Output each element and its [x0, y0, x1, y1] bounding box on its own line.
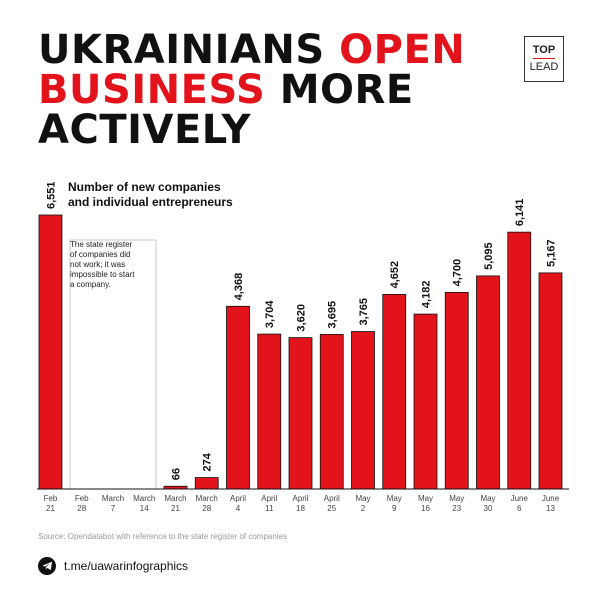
- logo-top-text: TOP: [532, 44, 556, 59]
- x-tick-label: May: [387, 494, 402, 503]
- bar: [288, 337, 313, 490]
- x-tick-label: 28: [77, 504, 86, 513]
- title-line-3: ACTIVELY: [38, 110, 465, 150]
- x-tick-label: Feb: [44, 494, 58, 503]
- data-label: 4,182: [421, 281, 433, 309]
- data-label: 6,141: [514, 199, 526, 227]
- data-label: 6,551: [46, 181, 58, 209]
- data-label: 3,704: [264, 300, 276, 328]
- x-tick-label: 9: [392, 504, 397, 513]
- bar: [444, 292, 469, 490]
- x-tick-label: 11: [265, 504, 274, 513]
- bar: [319, 334, 344, 490]
- x-tick-label: 4: [236, 504, 241, 513]
- x-tick-label: 30: [484, 504, 493, 513]
- x-tick-label: April: [292, 494, 308, 503]
- bar: [382, 294, 407, 490]
- chart-subtitle: Number of new companies and individual e…: [68, 180, 233, 209]
- data-label: 4,652: [389, 261, 401, 289]
- title-line-2: BUSINESS MORE: [38, 70, 465, 110]
- bar: [226, 305, 250, 490]
- title-word-open: OPEN: [339, 27, 466, 73]
- x-tick-label: 23: [452, 504, 461, 513]
- x-tick-label: May: [449, 494, 464, 503]
- bar: [476, 275, 500, 490]
- x-tick-label: May: [418, 494, 433, 503]
- x-tick-label: April: [261, 494, 277, 503]
- x-tick-label: 21: [171, 504, 180, 513]
- telegram-link[interactable]: t.me/uawarinfographics: [64, 559, 189, 573]
- x-tick-label: May: [355, 494, 370, 503]
- telegram-icon: [38, 557, 56, 575]
- title-line-1: UKRAINIANS OPEN: [38, 30, 465, 70]
- x-tick-label: March: [133, 494, 155, 503]
- source-note: Source: Opendatabot with reference to th…: [38, 532, 288, 541]
- register-note: The state register of companies did not …: [70, 240, 135, 289]
- top-lead-logo: TOP LEAD: [524, 36, 564, 82]
- x-tick-label: March: [164, 494, 186, 503]
- bar: [38, 214, 63, 490]
- x-tick-label: 18: [296, 504, 305, 513]
- data-label: 3,620: [296, 304, 308, 332]
- x-tick-label: 14: [140, 504, 149, 513]
- x-tick-label: 28: [202, 504, 211, 513]
- data-label: 3,765: [358, 298, 370, 326]
- title-word-business: BUSINESS: [38, 67, 266, 113]
- x-tick-label: April: [324, 494, 340, 503]
- data-label: 4,700: [452, 259, 464, 287]
- x-tick-label: 2: [361, 504, 366, 513]
- title-word-ukrainians: UKRAINIANS: [38, 27, 325, 73]
- x-tick-label: May: [480, 494, 495, 503]
- data-label: 3,695: [327, 301, 339, 329]
- bar: [413, 313, 438, 490]
- x-tick-label: 21: [46, 504, 55, 513]
- title-word-actively: ACTIVELY: [38, 107, 251, 153]
- data-label: 66: [171, 468, 183, 480]
- x-tick-label: 7: [111, 504, 116, 513]
- x-tick-label: June: [511, 494, 529, 503]
- bar: [351, 331, 375, 490]
- x-tick-label: April: [230, 494, 246, 503]
- telegram-footer[interactable]: t.me/uawarinfographics: [38, 557, 188, 575]
- x-tick-label: Feb: [75, 494, 89, 503]
- x-tick-label: 6: [517, 504, 522, 513]
- x-tick-label: 16: [421, 504, 430, 513]
- x-tick-label: 13: [546, 504, 555, 513]
- x-tick-label: March: [102, 494, 124, 503]
- x-tick-label: 25: [327, 504, 336, 513]
- chart-title: UKRAINIANS OPEN BUSINESS MORE ACTIVELY: [38, 30, 465, 150]
- x-tick-label: June: [542, 494, 560, 503]
- data-label: 5,095: [483, 242, 495, 270]
- bar: [194, 477, 219, 490]
- data-label: 5,167: [546, 239, 558, 267]
- data-label: 4,368: [233, 273, 245, 301]
- bar: [538, 272, 563, 490]
- bar: [507, 231, 532, 490]
- x-tick-label: March: [196, 494, 218, 503]
- title-word-more: MORE: [279, 67, 414, 113]
- logo-bottom-text: LEAD: [529, 61, 559, 73]
- bar: [257, 333, 282, 490]
- data-label: 274: [202, 452, 214, 471]
